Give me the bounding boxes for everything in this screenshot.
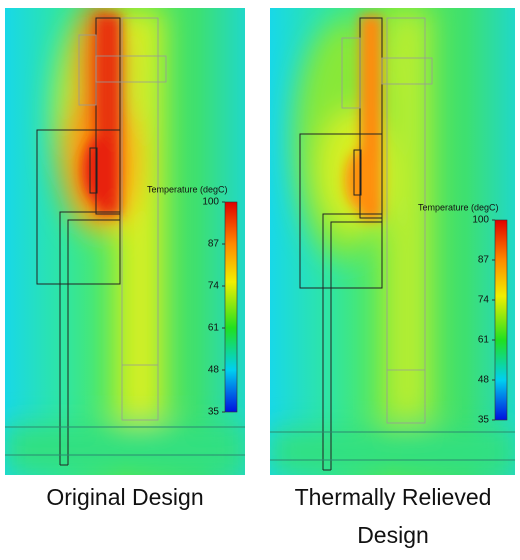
relieved-map: [270, 8, 515, 475]
colorbar-title: Temperature (degC): [147, 184, 228, 194]
colorbar-tick-label: 61: [478, 335, 490, 346]
original-map: [5, 8, 245, 475]
colorbar-tick-label: 48: [208, 365, 220, 376]
colorbar: [494, 219, 508, 421]
colorbar-tick-label: 100: [202, 197, 219, 208]
colorbar-tick-label: 87: [478, 255, 490, 266]
colorbar-tick-label: 61: [208, 323, 220, 334]
colorbar-tick-label: 74: [208, 281, 220, 292]
colorbar-tick-label: 87: [208, 239, 220, 250]
colorbar-tick-label: 74: [478, 295, 490, 306]
colorbar-tick-label: 48: [478, 375, 490, 386]
colorbar-title: Temperature (degC): [418, 202, 499, 212]
caption: Original Design: [46, 484, 204, 510]
colorbar-tick-label: 100: [472, 215, 489, 226]
colorbar-tick-label: 35: [208, 407, 220, 418]
caption: Thermally Relieved Design: [294, 484, 492, 548]
colorbar: [224, 201, 238, 413]
colorbar-tick-label: 35: [478, 415, 490, 426]
